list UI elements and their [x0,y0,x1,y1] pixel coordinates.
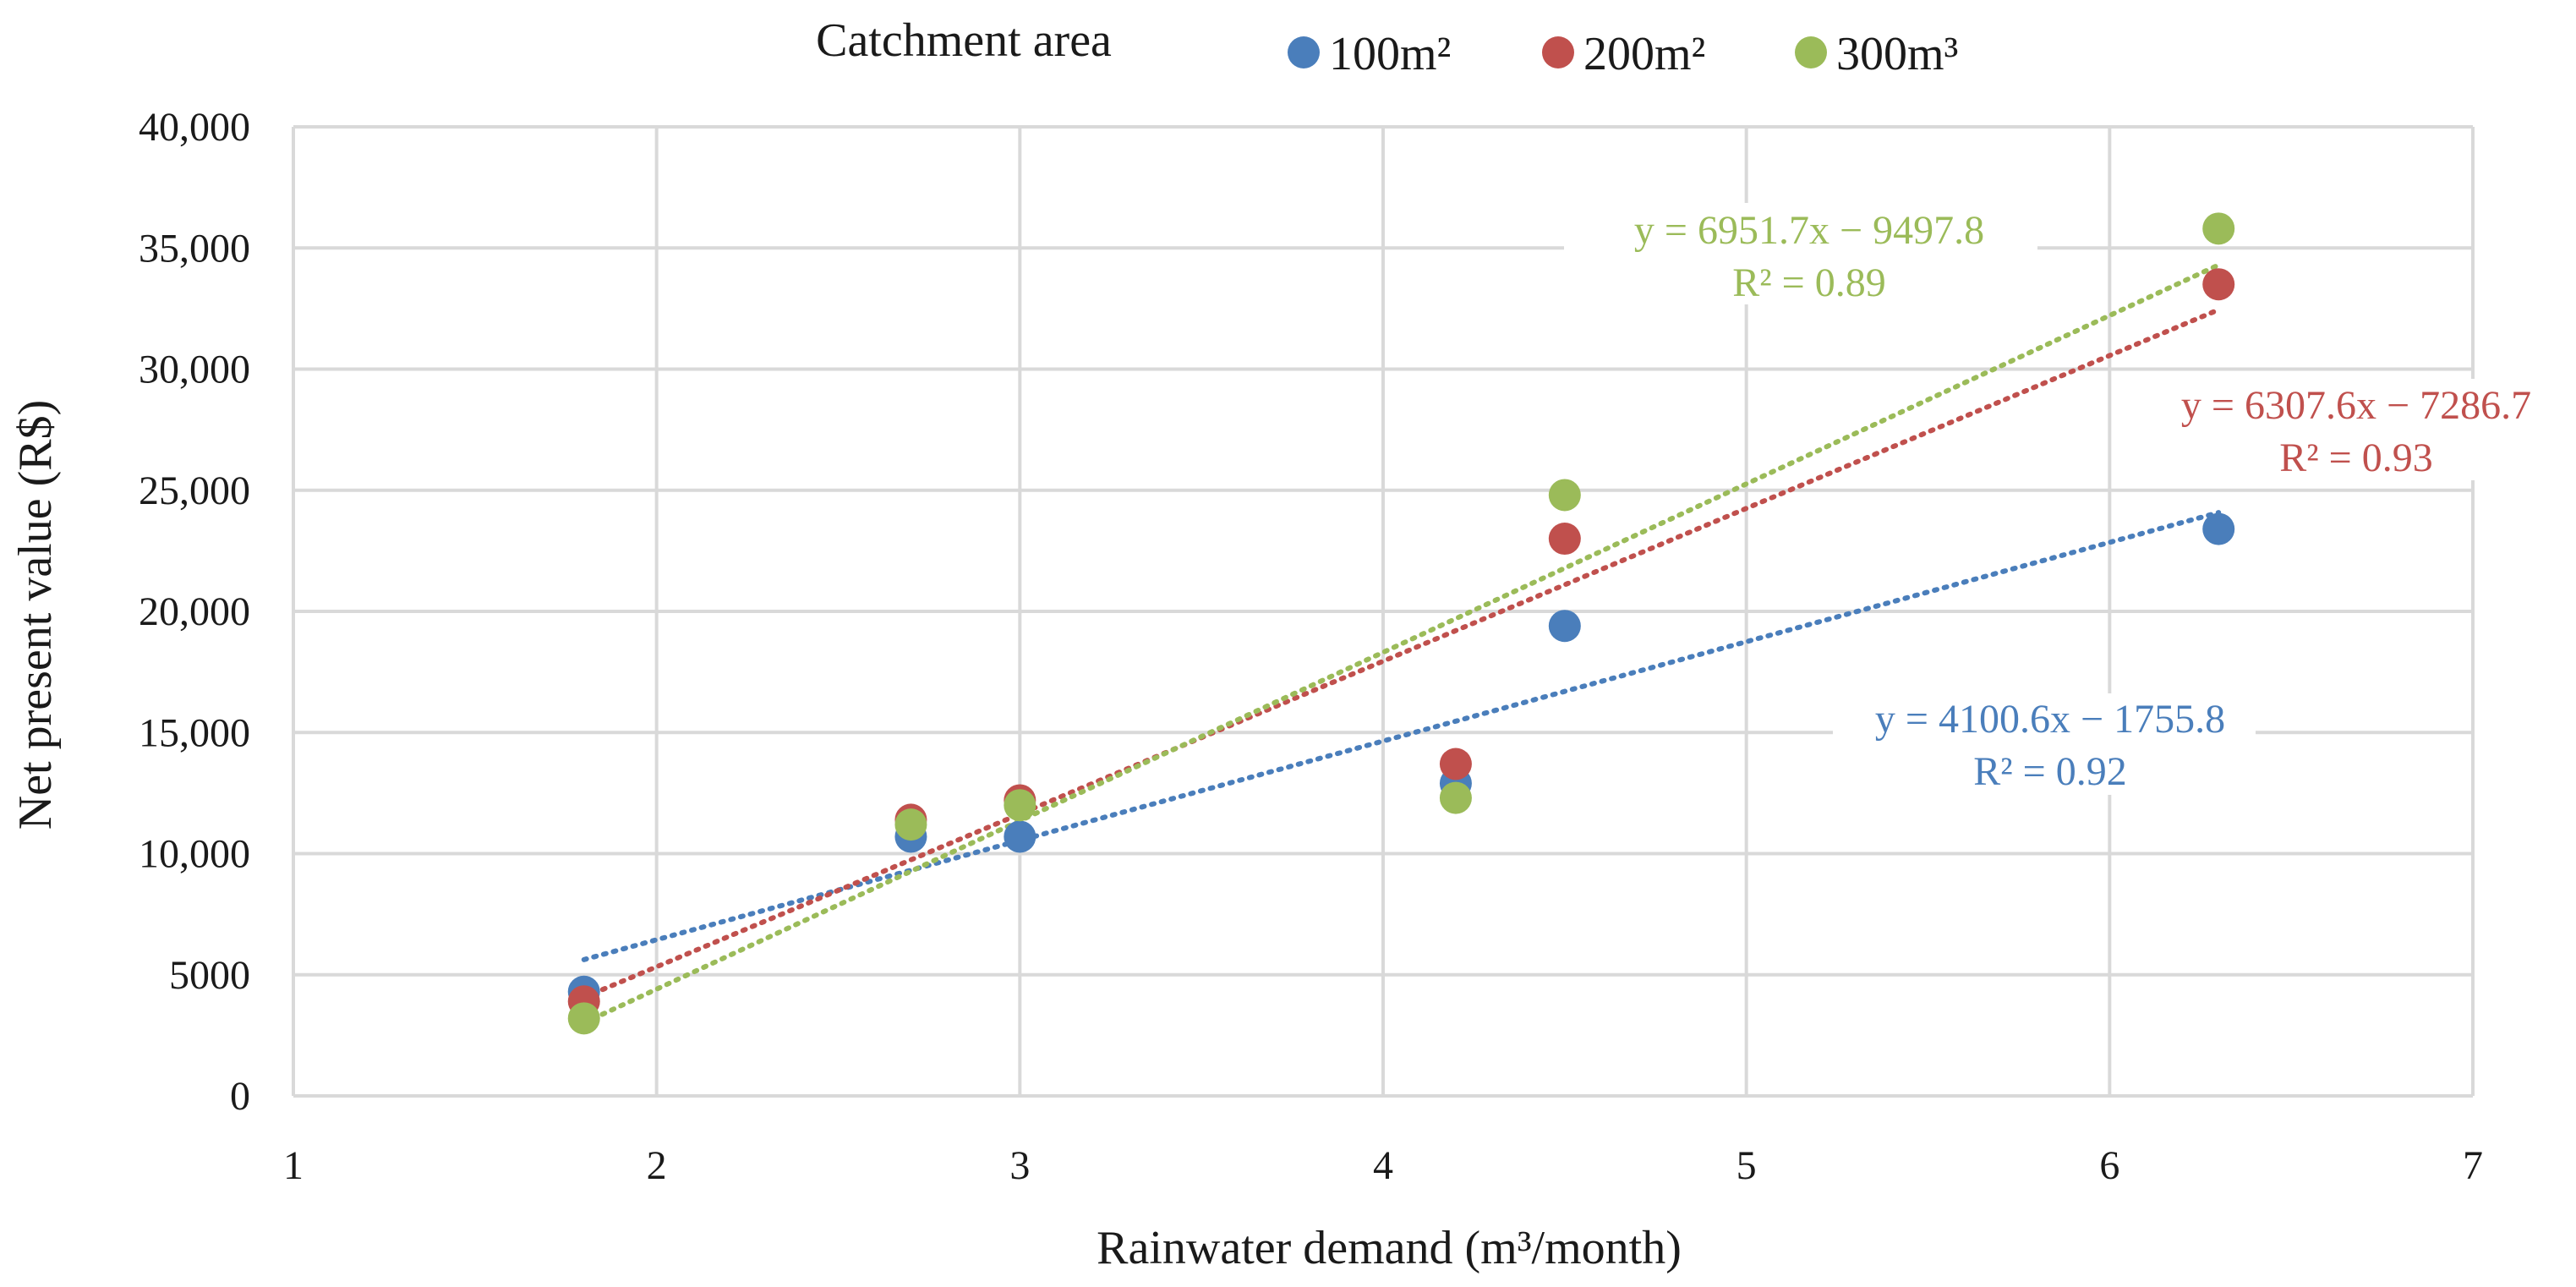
trend-r2-series-2: R² = 0.93 [2279,435,2432,480]
legend-label-series-1: 100m² [1329,28,1451,80]
y-tick-label: 5000 [169,953,250,998]
trendline-series-3 [581,262,2222,1026]
y-tick-label: 35,000 [139,226,250,271]
x-tick-label: 6 [2099,1143,2119,1188]
legend-items: 100m² 200m² 300m³ [1288,28,1958,80]
y-tick-label: 30,000 [139,348,250,392]
trend-equation-series-1: y = 4100.6x − 1755.8 [1875,697,2225,742]
trend-label-background [1564,203,2037,304]
tick-labels: 1 2 3 4 5 6 7 0 5000 10,000 15,000 20,000 25,000 30,0… [139,105,2483,1188]
y-tick-label: 15,000 [139,710,250,755]
data-point-series-1 [1004,820,1036,853]
data-points [567,212,2235,1035]
data-point-series-3 [567,1002,600,1035]
x-tick-label: 2 [647,1143,667,1188]
data-point-series-2 [2202,268,2235,301]
y-tick-label: 0 [230,1074,250,1119]
data-point-series-3 [1548,479,1581,512]
trend-label-background [2122,379,2576,480]
y-tick-label: 10,000 [139,832,250,877]
trendline-series-2 [581,307,2222,1000]
trendlines [581,262,2222,1026]
x-tick-label: 5 [1736,1143,1757,1188]
trend-equation-series-3: y = 6951.7x − 9497.8 [1634,208,1984,253]
x-tick-label: 3 [1009,1143,1030,1188]
x-tick-label: 7 [2463,1143,2483,1188]
legend-label-series-2: 200m² [1583,28,1705,80]
data-point-series-3 [2202,212,2235,245]
trend-label-background [1833,693,2256,795]
data-point-series-3 [1439,781,1472,814]
y-tick-label: 40,000 [139,105,250,150]
data-point-series-1 [1548,610,1581,643]
legend-label-series-3: 300m³ [1836,28,1958,80]
legend-marker-series-1 [1288,36,1320,68]
y-tick-label: 25,000 [139,468,250,513]
x-tick-label: 4 [1373,1143,1393,1188]
data-point-series-1 [2202,512,2235,545]
legend: Catchment area 100m² 200m² 300m³ [816,14,1958,80]
data-point-series-3 [894,808,927,841]
legend-title: Catchment area [816,14,1112,67]
data-point-series-2 [1439,748,1472,780]
trend-equations: y = 4100.6x − 1755.8 R² = 0.92 y = 6307.6x… [1564,203,2576,795]
trend-r2-series-3: R² = 0.89 [1732,260,1885,305]
y-axis-title: Net present value (R$) [9,400,62,830]
data-point-series-2 [1548,523,1581,556]
y-tick-label: 20,000 [139,589,250,634]
trend-equation-series-2: y = 6307.6x − 7286.7 [2181,383,2531,428]
legend-marker-series-3 [1795,36,1827,68]
x-axis-title: Rainwater demand (m³/month) [1097,1222,1682,1274]
legend-marker-series-2 [1542,36,1574,68]
trend-r2-series-1: R² = 0.92 [1973,749,2126,794]
x-tick-label: 1 [283,1143,304,1188]
grid [292,125,2475,1098]
data-point-series-3 [1004,789,1036,822]
